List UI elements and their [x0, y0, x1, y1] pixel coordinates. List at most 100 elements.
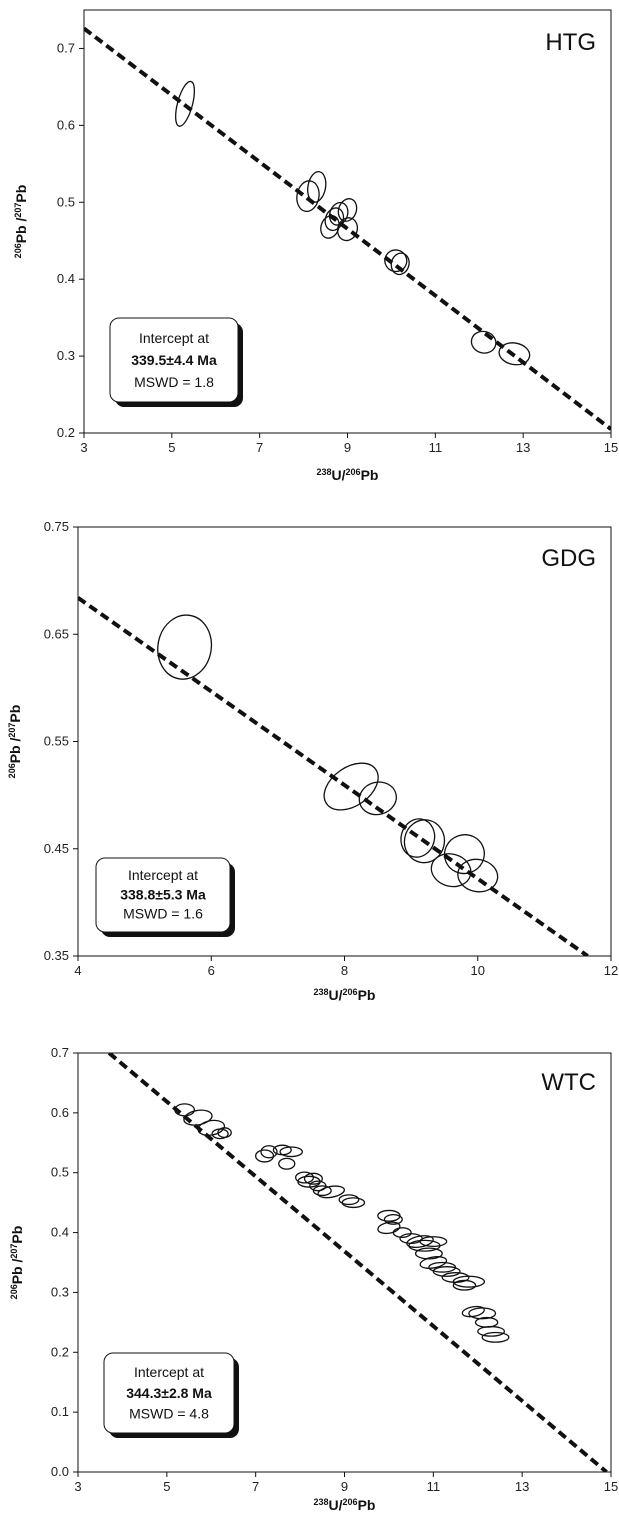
y-tick-label: 0.0: [51, 1464, 69, 1479]
intercept-label: Intercept at: [128, 867, 198, 883]
error-ellipse: [452, 1275, 486, 1288]
error-ellipse: [338, 1194, 360, 1206]
x-tick-label: 7: [252, 1479, 259, 1494]
error-ellipse: [383, 1213, 403, 1225]
plot-area: [84, 26, 611, 431]
error-ellipse: [419, 1236, 448, 1247]
y-axis-label: 206Pb /207Pb: [9, 1226, 25, 1300]
x-tick-label: 11: [427, 1479, 441, 1494]
x-tick-label: 12: [604, 963, 618, 978]
error-ellipse: [312, 1185, 332, 1197]
x-tick-label: 11: [429, 440, 443, 455]
y-tick-label: 0.2: [57, 425, 75, 440]
error-ellipse: [481, 1331, 510, 1343]
x-tick-label: 13: [515, 1479, 529, 1494]
error-ellipse: [279, 1146, 303, 1158]
error-ellipse: [477, 1325, 506, 1337]
error-ellipse: [328, 201, 349, 226]
plot-area: [78, 596, 589, 956]
chart-panel-wtc: 3 5 7 9 11 13 15 0.0 0.1 0.2 0.3 0.4 0.5 0.6 0.7 238U/2…: [9, 1045, 618, 1513]
x-tick-label: 5: [163, 1479, 170, 1494]
error-ellipse: [403, 819, 446, 864]
x-axis-label: 238U/206Pb: [314, 987, 376, 1003]
x-axis-label: 238U/206Pb: [314, 1497, 376, 1513]
intercept-box: [109, 317, 239, 403]
plot-area: [107, 1053, 608, 1472]
intercept-label: Intercept at: [139, 330, 209, 346]
error-ellipse: [303, 1172, 323, 1185]
y-tick-label: 0.6: [57, 117, 75, 132]
error-ellipse: [358, 781, 397, 816]
regression-line: [107, 1053, 608, 1472]
chart-panel-gdg: 4 6 8 10 12 0.35 0.45 0.55 0.65 0.75 238U/206Pb 206…: [7, 519, 618, 1003]
y-tick-label: 0.7: [51, 1045, 69, 1060]
error-ellipse: [255, 1149, 275, 1163]
x-tick-label: 13: [516, 440, 530, 455]
y-tick-label: 0.35: [44, 948, 69, 963]
intercept-age: 338.8±5.3 Ma: [120, 886, 206, 902]
error-ellipse: [457, 858, 499, 893]
y-tick-label: 0.4: [57, 271, 75, 286]
y-tick-label: 0.2: [51, 1344, 69, 1359]
panel-title: GDG: [541, 545, 596, 572]
y-tick-label: 0.6: [51, 1105, 69, 1120]
error-ellipse: [296, 180, 320, 213]
x-tick-label: 9: [344, 440, 351, 455]
error-ellipse: [432, 1266, 461, 1277]
error-ellipse: [377, 1221, 401, 1235]
error-ellipse: [498, 342, 531, 366]
intercept-box: [103, 1352, 235, 1434]
mswd-value: MSWD = 1.8: [134, 374, 214, 390]
error-ellipse: [452, 1279, 477, 1291]
error-ellipse: [461, 1305, 485, 1318]
error-ellipse: [157, 614, 213, 680]
y-tick-label: 0.3: [51, 1284, 69, 1299]
regression-line: [84, 26, 611, 431]
x-axis-label: 238U/206Pb: [317, 467, 379, 483]
y-tick-label: 0.65: [44, 626, 69, 641]
error-ellipse: [341, 1197, 366, 1209]
intercept-age: 339.5±4.4 Ma: [131, 352, 217, 368]
y-tick-label: 0.55: [44, 734, 69, 749]
x-tick-label: 3: [80, 440, 87, 455]
error-ellipse: [278, 1157, 296, 1170]
error-ellipse: [336, 217, 359, 242]
error-ellipse: [430, 853, 472, 888]
intercept-age: 344.3±2.8 Ma: [126, 1385, 212, 1401]
error-ellipse: [390, 252, 410, 276]
y-tick-label: 0.3: [57, 348, 75, 363]
error-ellipse: [419, 1256, 448, 1269]
x-tick-label: 8: [341, 963, 348, 978]
intercept-label: Intercept at: [134, 1364, 204, 1380]
chart-panel-htg: 3 5 7 9 11 13 15 0.2 0.3 0.4 0.5 0.6 0.7 238U/206Pb 20…: [13, 9, 618, 483]
y-tick-label: 0.1: [51, 1404, 69, 1419]
error-ellipse: [406, 1235, 434, 1248]
error-ellipse: [468, 1307, 497, 1320]
error-ellipse: [470, 330, 497, 354]
x-tick-label: 7: [256, 440, 263, 455]
x-tick-label: 3: [74, 1479, 81, 1494]
x-tick-label: 4: [74, 963, 81, 978]
panel-title: WTC: [541, 1069, 596, 1096]
error-ellipse: [183, 1109, 213, 1126]
x-tick-label: 10: [471, 963, 485, 978]
y-tick-label: 0.5: [51, 1165, 69, 1180]
error-ellipse: [323, 762, 379, 811]
error-ellipse: [260, 1145, 278, 1159]
x-tick-label: 15: [604, 440, 618, 455]
x-tick-label: 5: [168, 440, 175, 455]
x-tick-label: 6: [208, 963, 215, 978]
mswd-value: MSWD = 1.6: [123, 906, 203, 922]
error-ellipse: [414, 1247, 443, 1260]
x-tick-label: 9: [341, 1479, 348, 1494]
y-tick-label: 0.45: [44, 841, 69, 856]
regression-line: [78, 596, 589, 956]
y-tick-label: 0.7: [57, 40, 75, 55]
y-axis-label: 206Pb /207Pb: [13, 185, 29, 259]
intercept-box: [95, 857, 231, 933]
y-axis-label: 206Pb /207Pb: [7, 705, 23, 779]
y-tick-label: 0.4: [51, 1225, 69, 1240]
error-ellipse: [392, 1227, 412, 1239]
y-tick-label: 0.5: [57, 194, 75, 209]
